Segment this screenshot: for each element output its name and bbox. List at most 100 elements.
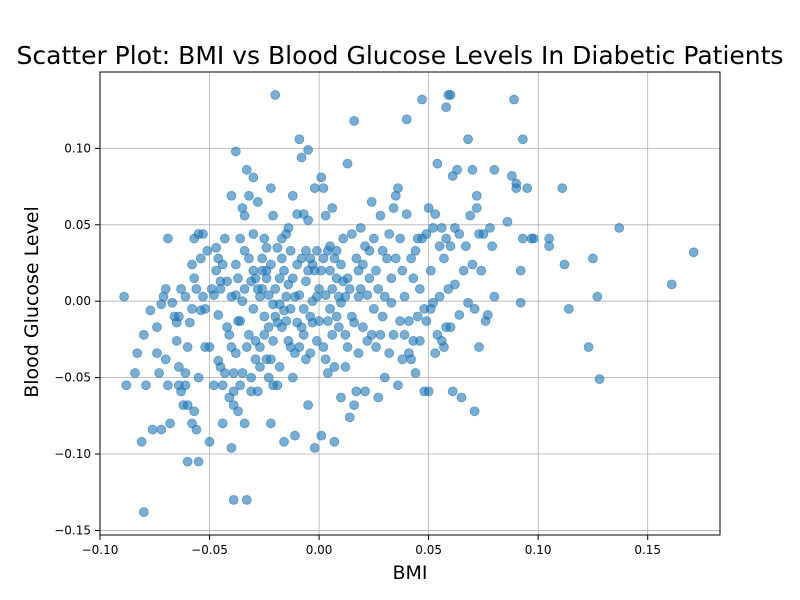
data-point — [559, 259, 570, 270]
data-point — [255, 362, 265, 372]
data-point — [259, 233, 270, 244]
plot-frame — [99, 71, 721, 536]
data-point — [248, 172, 259, 183]
data-point — [152, 348, 162, 359]
data-point — [423, 386, 434, 397]
data-point — [463, 297, 473, 308]
data-point — [290, 430, 300, 441]
data-point — [211, 242, 222, 253]
data-point — [230, 146, 241, 157]
data-point — [456, 392, 467, 403]
data-point — [349, 317, 360, 328]
data-point — [298, 329, 309, 340]
data-point — [357, 259, 368, 270]
data-point — [395, 233, 406, 244]
data-point — [340, 329, 351, 340]
data-point — [132, 348, 143, 359]
data-point — [261, 242, 272, 253]
data-point — [414, 284, 425, 294]
data-point — [393, 183, 403, 194]
data-point — [246, 372, 257, 383]
data-point — [173, 311, 184, 322]
data-point — [163, 380, 173, 391]
data-point — [384, 348, 395, 359]
data-point — [353, 348, 364, 359]
data-point — [141, 380, 151, 391]
data-point — [397, 265, 408, 276]
data-point — [401, 114, 412, 125]
data-point — [187, 259, 197, 270]
data-point — [301, 245, 311, 256]
data-point — [430, 209, 441, 220]
data-point — [327, 329, 338, 340]
data-point — [432, 158, 443, 169]
data-point — [430, 348, 441, 359]
data-point — [406, 354, 416, 365]
data-point — [301, 276, 311, 287]
data-point — [515, 297, 526, 308]
data-point — [421, 229, 432, 239]
data-point — [263, 372, 274, 383]
data-point — [318, 253, 329, 264]
data-point — [340, 291, 351, 302]
data-point — [180, 380, 191, 391]
data-point — [445, 322, 456, 333]
data-point — [688, 247, 699, 258]
data-point — [325, 241, 335, 252]
data-point — [285, 245, 296, 256]
data-point — [303, 215, 314, 226]
data-point — [296, 152, 307, 163]
data-point — [279, 436, 289, 447]
data-point — [349, 400, 360, 411]
data-point — [303, 145, 314, 155]
grid — [99, 72, 720, 535]
data-point — [522, 183, 533, 194]
data-point — [182, 400, 193, 411]
data-point — [189, 273, 200, 284]
data-point — [191, 284, 202, 294]
data-point — [452, 164, 463, 175]
data-point — [460, 241, 471, 252]
x-axis-label: BMI — [392, 562, 427, 584]
data-point — [362, 290, 373, 300]
data-point — [347, 229, 357, 239]
data-point — [311, 245, 322, 256]
data-point — [384, 229, 395, 239]
data-point — [436, 222, 447, 233]
data-point — [414, 336, 425, 346]
data-point — [355, 284, 366, 294]
data-point — [187, 303, 197, 314]
data-point — [445, 90, 456, 100]
data-point — [294, 134, 305, 145]
data-point — [509, 94, 519, 105]
data-point — [154, 368, 165, 378]
data-point — [379, 291, 390, 302]
data-point — [327, 284, 338, 294]
data-point — [506, 171, 517, 181]
data-point — [160, 284, 171, 294]
data-point — [138, 507, 149, 517]
data-point — [377, 245, 388, 256]
data-point — [204, 342, 215, 352]
data-point — [338, 233, 349, 244]
data-point — [241, 494, 252, 505]
data-point — [366, 329, 377, 340]
data-point — [395, 316, 406, 326]
data-point — [250, 354, 261, 365]
data-point — [320, 210, 331, 221]
data-point — [344, 284, 355, 294]
data-point — [274, 362, 285, 372]
data-point — [121, 380, 132, 391]
data-point — [160, 354, 171, 365]
data-point — [666, 279, 677, 290]
data-point — [228, 494, 239, 505]
data-point — [342, 342, 353, 352]
data-point — [294, 342, 305, 352]
y-tick-label: −0.15 — [54, 523, 91, 537]
data-point — [368, 303, 379, 314]
data-point — [239, 245, 250, 256]
data-point — [235, 233, 246, 244]
data-point — [357, 322, 368, 333]
data-point — [147, 424, 158, 435]
data-point — [191, 424, 202, 435]
